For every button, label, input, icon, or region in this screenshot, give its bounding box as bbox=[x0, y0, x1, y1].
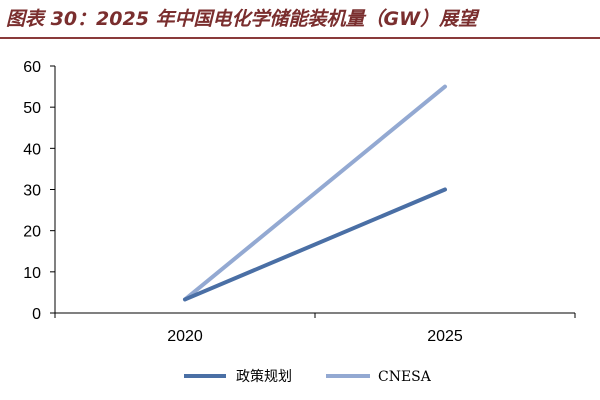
x-tick-label: 2020 bbox=[167, 328, 203, 345]
y-tick-label: 30 bbox=[23, 183, 41, 200]
y-tick-label: 40 bbox=[23, 141, 41, 158]
y-tick-label: 50 bbox=[23, 100, 41, 117]
chart-title: 图表 30：2025 年中国电化学储能装机量（GW）展望 bbox=[6, 8, 478, 30]
legend-label-0: 政策规划 bbox=[236, 368, 292, 385]
legend: 政策规划 CNESA bbox=[184, 368, 432, 385]
line-chart: 0 10 20 30 40 50 60 2020 2025 政策规划 CNESA bbox=[23, 59, 576, 385]
series-lines bbox=[183, 84, 447, 302]
y-tick-label: 10 bbox=[23, 265, 41, 282]
y-axis: 0 10 20 30 40 50 60 bbox=[23, 59, 56, 323]
series-line-1 bbox=[183, 84, 447, 302]
x-axis: 2020 2025 bbox=[54, 312, 576, 345]
legend-label-1: CNESA bbox=[378, 369, 432, 385]
series-line-0 bbox=[183, 187, 447, 302]
y-tick-label: 0 bbox=[32, 306, 41, 323]
y-tick-label: 60 bbox=[23, 59, 41, 76]
y-tick-label: 20 bbox=[23, 224, 41, 241]
x-tick-label: 2025 bbox=[427, 328, 463, 345]
title-underline bbox=[0, 37, 600, 39]
